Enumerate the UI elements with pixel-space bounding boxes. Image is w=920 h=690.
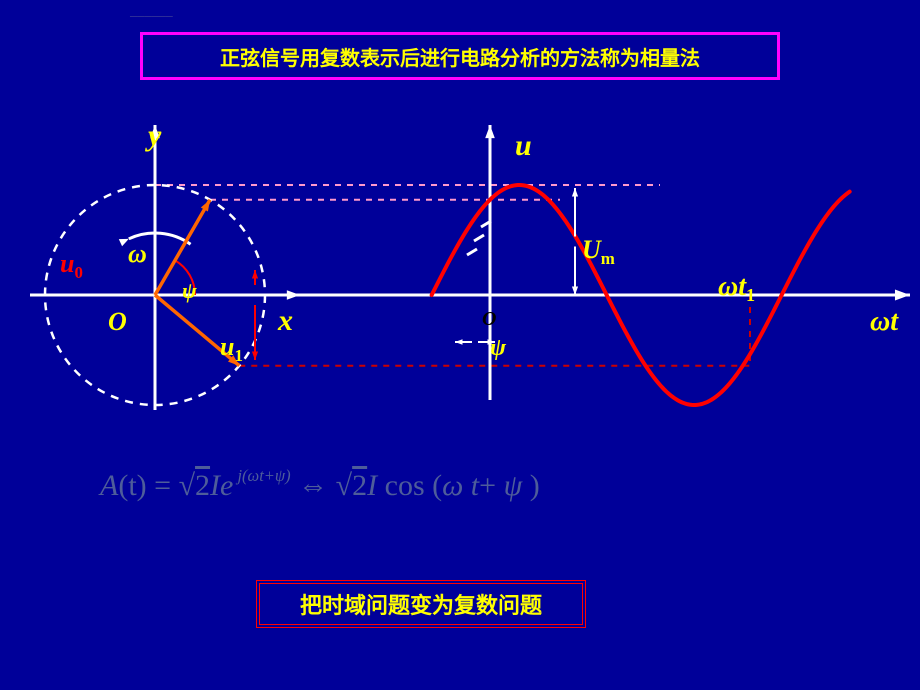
- bottom-banner-text: 把时域问题变为复数问题: [300, 588, 542, 620]
- svg-text:——————: ——————: [129, 11, 174, 20]
- top-banner-text: 正弦信号用复数表示后进行电路分析的方法称为相量法: [220, 42, 700, 71]
- top-banner: 正弦信号用复数表示后进行电路分析的方法称为相量法: [140, 32, 780, 80]
- svg-text:O: O: [482, 308, 496, 330]
- svg-text:ω: ω: [128, 239, 147, 268]
- svg-text:u: u: [515, 129, 532, 162]
- svg-text:ψ: ψ: [490, 335, 507, 361]
- svg-text:ωt: ωt: [870, 306, 899, 337]
- svg-text:ψ: ψ: [182, 278, 197, 303]
- svg-text:x: x: [277, 304, 293, 337]
- slide-root: ——————yxOOuωtωt1u0u1ωψψUmA(t) = √2Ie j(ω…: [0, 0, 920, 690]
- svg-text:O: O: [108, 307, 127, 336]
- bottom-banner: 把时域问题变为复数问题: [256, 580, 586, 628]
- svg-text:y: y: [145, 119, 162, 152]
- svg-text:A(t) = √2Ie j(ωt+ψ) ⇔ √2I co: A(t) = √2Ie j(ωt+ψ) ⇔ √2I cos (ω t+ ψ ): [98, 466, 540, 502]
